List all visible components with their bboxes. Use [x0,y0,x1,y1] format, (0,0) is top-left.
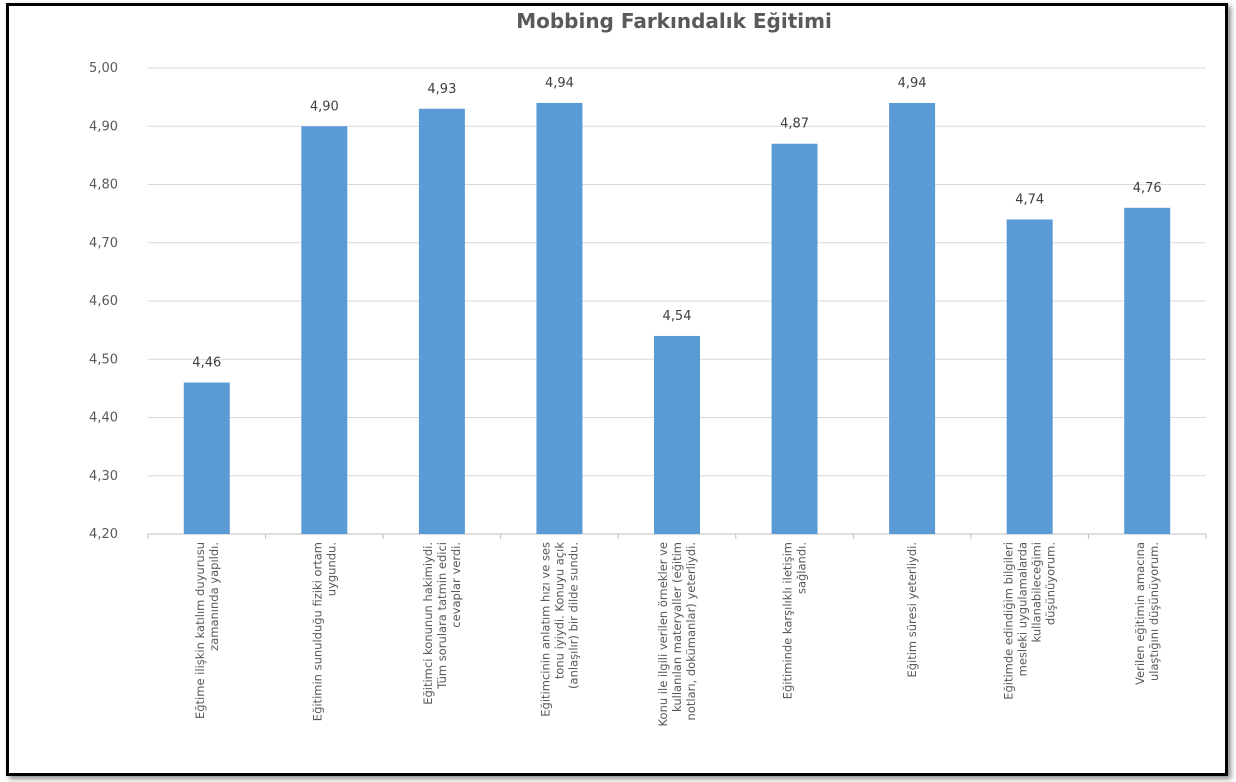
data-labels: 4,46 4,90 4,93 4,94 4,54 4,87 4,94 4,74 4,76 [192,76,1161,371]
bar [418,108,465,535]
x-category-label: Eğitimde edindiğim bilgilerimesleki uygu… [1002,542,1058,700]
svg-text:Eğtime ilişkin katılım duyurus: Eğtime ilişkin katılım duyurusuzamanında… [193,542,221,719]
y-tick-label: 4,30 [89,469,118,484]
bars [183,102,1171,535]
svg-text:Eğitimin sunulduğu fiziki orta: Eğitimin sunulduğu fiziki ortamuygundu. [310,542,338,721]
y-axis: 4,20 4,30 4,40 4,50 4,60 4,70 4,80 4,90 5,00 [89,61,118,542]
x-category-label: Eğitimcinin anlatım hızı ve sestonu iyiy… [538,542,580,717]
y-tick-label: 4,80 [89,178,118,193]
chart-title: Mobbing Farkındalık Eğitimi [516,9,832,33]
data-label: 4,94 [545,76,574,91]
bar [1124,207,1171,535]
bar [654,335,700,534]
x-category-label: Eğitimci konunun hakimiydi.Tüm sorulara … [421,542,463,705]
svg-text:Verilen eğitimin amacınaulaştı: Verilen eğitimin amacınaulaştığını düşün… [1133,542,1161,685]
y-tick-label: 4,50 [89,352,118,367]
x-category-label: Eğtime ilişkin katılım duyurusuzamanında… [193,542,221,719]
x-category-label: Eğitiminde karşılıklı iletişimsağlandı. [781,542,809,699]
x-axis: Eğtime ilişkin katılım duyurusuzamanında… [147,534,1207,726]
data-label: 4,93 [427,82,456,97]
data-label: 4,74 [1015,192,1044,207]
data-label: 4,87 [780,117,809,132]
svg-text:Eğitimde edindiğim bilgilerime: Eğitimde edindiğim bilgilerimesleki uygu… [1002,542,1058,700]
y-tick-label: 5,00 [89,61,118,76]
x-category-label: Verilen eğitimin amacınaulaştığını düşün… [1133,542,1161,685]
bar [301,126,348,534]
svg-text:Eğitiminde karşılıklı iletişim: Eğitiminde karşılıklı iletişimsağlandı. [781,542,809,699]
y-tick-label: 4,40 [89,411,118,426]
bar [1006,219,1053,534]
bar [183,382,230,534]
svg-text:Konu ile ilgili verilen örnekl: Konu ile ilgili verilen örnekler vekulla… [656,542,698,726]
x-category-label: Konu ile ilgili verilen örnekler vekulla… [656,542,698,726]
x-category-label: Eğitimin sunulduğu fiziki ortamuygundu. [310,542,338,721]
bar [889,102,936,534]
bar [771,143,818,534]
y-tick-label: 4,90 [89,119,118,134]
data-label: 4,54 [663,309,692,324]
svg-text:Eğitimci konunun hakimiydi.Tüm: Eğitimci konunun hakimiydi.Tüm sorulara … [421,542,463,705]
data-label: 4,90 [310,99,339,114]
data-label: 4,94 [898,76,927,91]
x-category-label: Eğitim süresi yeterliydi. [905,542,919,678]
svg-text:Eğitimcinin anlatım hızı ve se: Eğitimcinin anlatım hızı ve sestonu iyiy… [538,542,580,717]
svg-text:Eğitim süresi yeterliydi.: Eğitim süresi yeterliydi. [905,542,919,678]
data-label: 4,46 [192,356,221,371]
data-label: 4,76 [1133,181,1162,196]
y-tick-label: 4,60 [89,294,118,309]
bar [536,102,583,534]
y-tick-label: 4,70 [89,236,118,251]
y-tick-label: 4,20 [89,527,118,542]
